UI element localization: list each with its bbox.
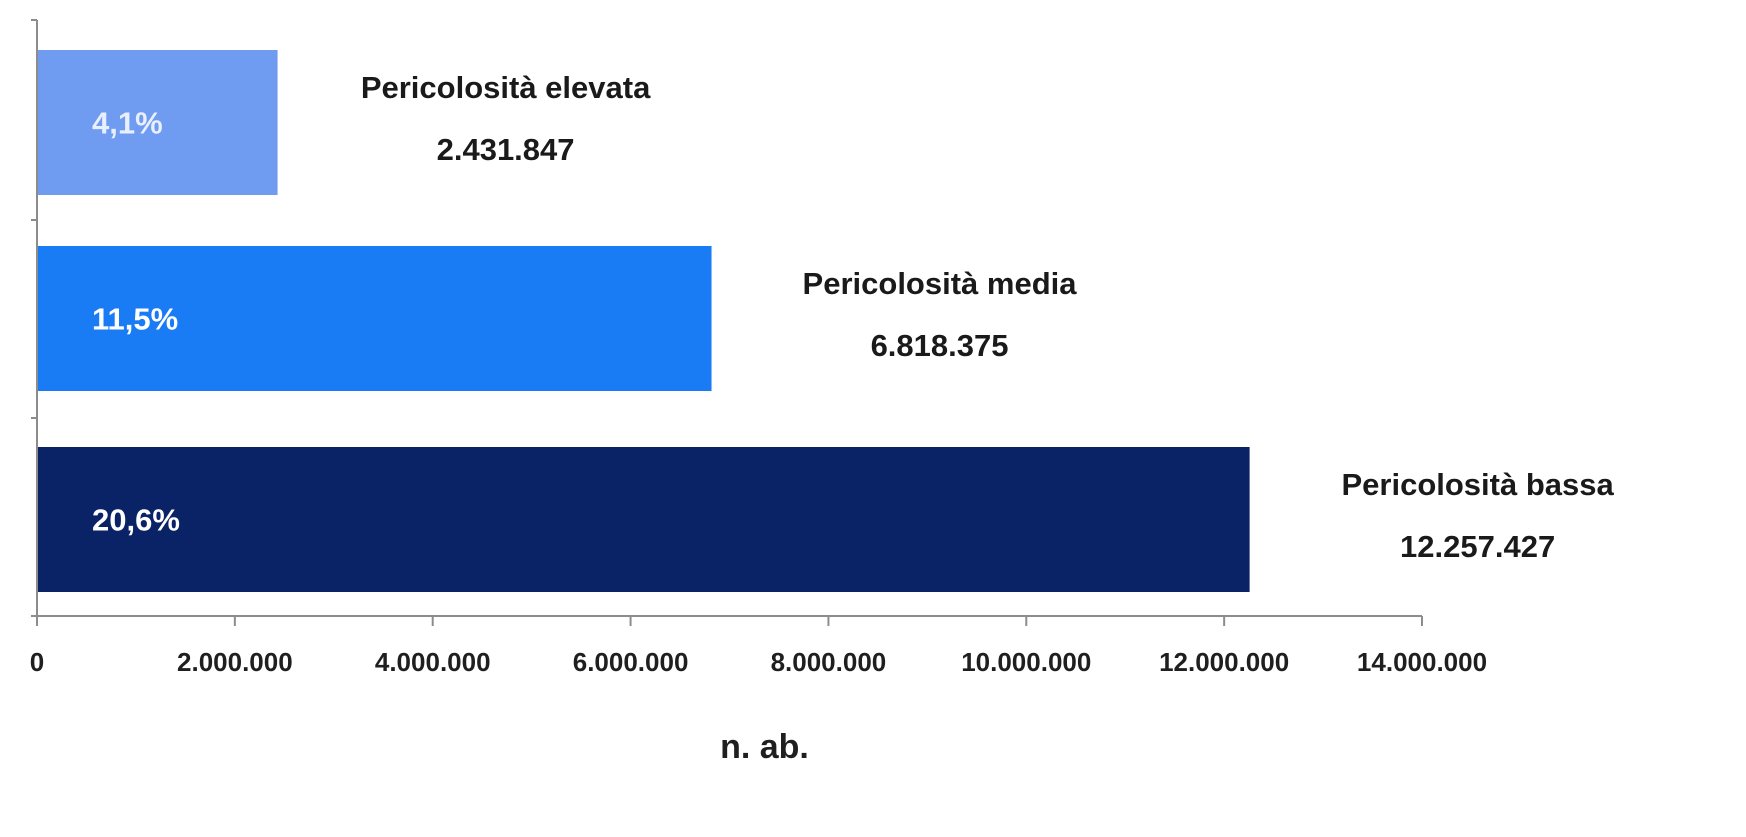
x-tick-label: 2.000.000	[177, 647, 293, 677]
bar-category-label: Pericolosità media	[803, 266, 1078, 301]
x-tick-label: 4.000.000	[375, 647, 491, 677]
bar-percent-label: 4,1%	[92, 106, 163, 141]
bar-value-label: 6.818.375	[871, 328, 1009, 363]
bar-1	[37, 50, 278, 195]
x-tick-label: 8.000.000	[771, 647, 887, 677]
x-ticks: 0 2.000.000 4.000.000 6.000.000 8.000.000 10.…	[30, 616, 1487, 677]
bar-category-label: Pericolosità bassa	[1341, 467, 1614, 502]
bar-value-label: 12.257.427	[1400, 529, 1555, 564]
bar-percent-label: 20,6%	[92, 503, 180, 538]
bars-layer	[37, 50, 1250, 592]
x-tick-label: 10.000.000	[961, 647, 1091, 677]
bar-labels: 4,1% Pericolosità elevata 2.431.847 11,5% Pe…	[92, 70, 1614, 564]
axes-layer	[31, 19, 1422, 617]
x-tick-label: 0	[30, 647, 44, 677]
bar-value-label: 2.431.847	[437, 132, 575, 167]
x-tick-label: 12.000.000	[1159, 647, 1289, 677]
bar-percent-label: 11,5%	[92, 302, 178, 337]
x-tick-label: 14.000.000	[1357, 647, 1487, 677]
bar-2	[37, 246, 712, 391]
x-axis-title: n. ab.	[720, 728, 809, 766]
bar-3	[37, 447, 1250, 592]
x-tick-label: 6.000.000	[573, 647, 689, 677]
bar-category-label: Pericolosità elevata	[361, 70, 651, 105]
